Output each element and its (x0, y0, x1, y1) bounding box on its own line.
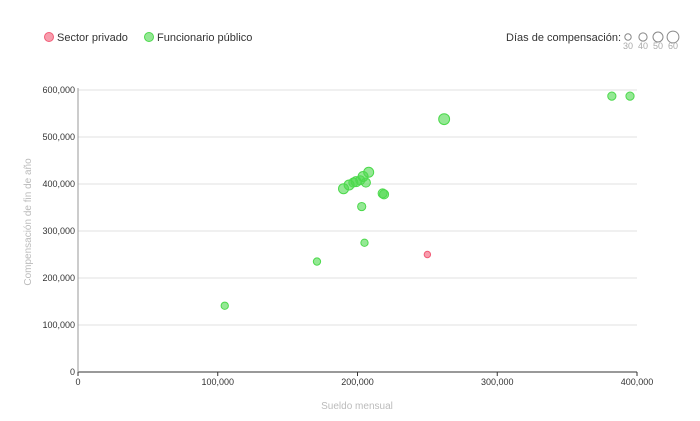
y-tick-label: 100,000 (42, 320, 75, 330)
size-legend-title: Días de compensación: (506, 32, 621, 44)
data-point[interactable] (363, 166, 375, 178)
data-point[interactable] (607, 91, 617, 101)
size-legend-circle (666, 30, 680, 44)
y-tick-label: 300,000 (42, 226, 75, 236)
size-legend-circle (652, 31, 664, 43)
size-legend: Días de compensación: 30 40 50 60 (506, 30, 680, 51)
data-point[interactable] (312, 257, 322, 266)
axes: 0 100,000 200,000 300,000 400,000 500,000 600,… (42, 85, 653, 387)
legend-marker[interactable] (44, 32, 54, 42)
data-point[interactable] (220, 301, 229, 310)
x-axis-title: Sueldo mensual (321, 401, 393, 412)
y-tick-label: 200,000 (42, 273, 75, 283)
data-point[interactable] (357, 201, 367, 212)
legend-label[interactable]: Funcionario público (157, 32, 252, 44)
size-legend-label: 60 (668, 41, 678, 51)
legend-marker[interactable] (144, 32, 154, 42)
y-tick-label: 500,000 (42, 132, 75, 142)
y-tick-label: 400,000 (42, 179, 75, 189)
series-legend: Sector privado Funcionario público (44, 32, 252, 44)
size-legend-label: 30 (623, 41, 633, 51)
x-tick-label: 300,000 (481, 377, 514, 387)
size-legend-label: 50 (653, 41, 663, 51)
legend-label[interactable]: Sector privado (57, 32, 128, 44)
y-axis-title: Compensación de fin de año (23, 158, 34, 286)
x-tick-label: 200,000 (341, 377, 374, 387)
size-legend-circle (638, 32, 648, 42)
data-point[interactable] (438, 113, 451, 126)
x-tick-label: 0 (75, 377, 80, 387)
data-point[interactable] (360, 238, 369, 247)
data-point[interactable] (360, 177, 371, 188)
data-point[interactable] (423, 250, 432, 259)
size-legend-circle (624, 33, 632, 41)
x-tick-label: 100,000 (201, 377, 234, 387)
size-legend-label: 40 (638, 41, 648, 51)
y-tick-label: 0 (70, 367, 75, 377)
data-point[interactable] (379, 189, 390, 200)
data-point[interactable] (625, 91, 635, 101)
data-points (220, 91, 635, 310)
y-tick-label: 600,000 (42, 85, 75, 95)
x-tick-label: 400,000 (621, 377, 654, 387)
